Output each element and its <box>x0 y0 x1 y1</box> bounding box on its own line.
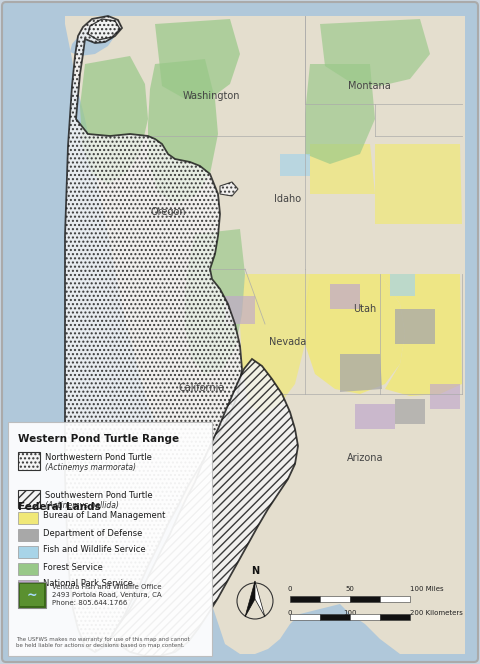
Text: Northwestern Pond Turtle: Northwestern Pond Turtle <box>45 454 152 463</box>
Text: The USFWS makes no warranty for use of this map and cannot
be held liable for ac: The USFWS makes no warranty for use of t… <box>16 637 190 648</box>
Bar <box>18 546 38 558</box>
Polygon shape <box>380 274 462 396</box>
Polygon shape <box>155 19 240 99</box>
Polygon shape <box>305 64 375 164</box>
Bar <box>350 596 380 602</box>
Text: N: N <box>251 566 259 576</box>
Bar <box>320 614 350 620</box>
Polygon shape <box>390 274 415 296</box>
FancyBboxPatch shape <box>8 422 212 656</box>
Bar <box>380 596 410 602</box>
Text: 0: 0 <box>288 610 292 616</box>
Polygon shape <box>65 16 242 652</box>
Text: Nevada: Nevada <box>269 337 307 347</box>
Polygon shape <box>355 404 395 429</box>
Polygon shape <box>320 19 430 86</box>
Text: Southwestern Pond Turtle: Southwestern Pond Turtle <box>45 491 153 501</box>
Polygon shape <box>65 16 465 654</box>
Text: National Park Service: National Park Service <box>43 580 133 588</box>
Polygon shape <box>240 274 310 414</box>
Text: Department of Defense: Department of Defense <box>43 529 143 537</box>
Text: 0: 0 <box>288 586 292 592</box>
Polygon shape <box>395 309 435 344</box>
Polygon shape <box>70 19 115 56</box>
Polygon shape <box>225 296 255 324</box>
Text: 100 Miles: 100 Miles <box>410 586 444 592</box>
Bar <box>18 452 40 470</box>
Text: Oregon: Oregon <box>150 207 186 218</box>
Bar <box>18 529 38 541</box>
Polygon shape <box>375 144 462 224</box>
Text: Ventura Fish and Wildlife Office
2493 Portola Road, Ventura, CA
Phone: 805.644.1: Ventura Fish and Wildlife Office 2493 Po… <box>52 584 162 606</box>
Bar <box>18 580 38 592</box>
Text: Idaho: Idaho <box>275 194 301 205</box>
Bar <box>290 596 320 602</box>
Text: 100: 100 <box>343 610 357 616</box>
Text: Utah: Utah <box>353 303 376 314</box>
Text: Bureau of Land Management: Bureau of Land Management <box>43 511 166 521</box>
Polygon shape <box>220 182 238 196</box>
Polygon shape <box>395 399 425 424</box>
Bar <box>350 614 380 620</box>
Polygon shape <box>148 59 218 204</box>
Polygon shape <box>340 354 382 392</box>
Text: Western Pond Turtle Range: Western Pond Turtle Range <box>18 434 179 444</box>
Polygon shape <box>105 359 298 656</box>
Polygon shape <box>430 384 460 409</box>
Text: ~: ~ <box>27 588 37 602</box>
Bar <box>290 614 320 620</box>
Polygon shape <box>80 56 148 184</box>
Polygon shape <box>305 274 405 394</box>
Text: 200 Kilometers: 200 Kilometers <box>410 610 463 616</box>
Text: Forest Service: Forest Service <box>43 562 103 572</box>
Text: 50: 50 <box>346 586 354 592</box>
Polygon shape <box>245 581 255 617</box>
Text: Montana: Montana <box>348 81 391 92</box>
Text: Fish and Wildlife Service: Fish and Wildlife Service <box>43 546 145 554</box>
Bar <box>320 596 350 602</box>
Bar <box>18 490 40 508</box>
Text: Federal Lands: Federal Lands <box>18 502 101 512</box>
Bar <box>20 584 44 606</box>
Bar <box>18 582 46 608</box>
Polygon shape <box>185 229 245 374</box>
Polygon shape <box>280 154 310 176</box>
Polygon shape <box>330 284 360 309</box>
Bar <box>18 512 38 524</box>
Bar <box>380 614 410 620</box>
Text: California: California <box>179 383 225 394</box>
Polygon shape <box>255 581 265 617</box>
Text: (Actinemys pallida): (Actinemys pallida) <box>45 501 119 511</box>
Text: (Actinemys marmorata): (Actinemys marmorata) <box>45 463 136 473</box>
Polygon shape <box>310 144 375 194</box>
Text: Washington: Washington <box>182 91 240 102</box>
Polygon shape <box>88 19 120 40</box>
Bar <box>18 563 38 575</box>
Text: Arizona: Arizona <box>347 453 383 463</box>
